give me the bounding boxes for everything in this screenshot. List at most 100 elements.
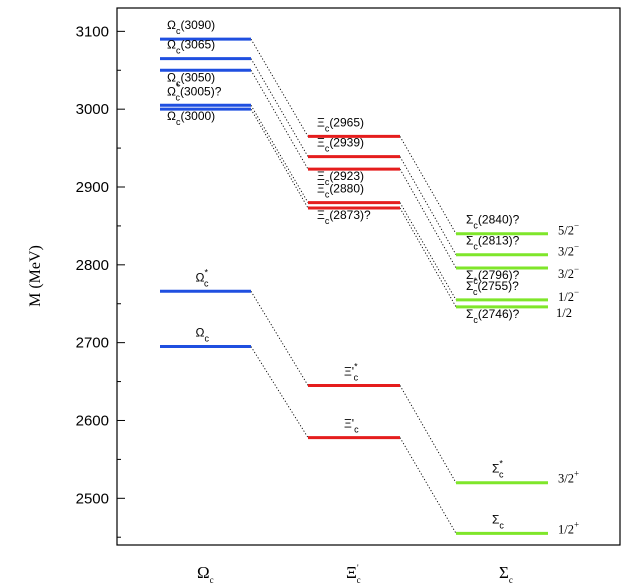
label-base: Σ bbox=[492, 462, 499, 476]
jp-label-sg2840: 5/2− bbox=[558, 221, 579, 238]
label-superscript: * bbox=[354, 361, 358, 371]
level-label-omc: Ωc bbox=[196, 326, 210, 344]
label-subscript: c bbox=[499, 520, 504, 530]
connection-line bbox=[399, 207, 457, 308]
label-suffix: (2796)? bbox=[478, 268, 520, 282]
jp-labels: 5/2−3/2−3/2−1/2−1/23/2+1/2+ bbox=[556, 221, 579, 537]
group-subscript: c bbox=[357, 575, 361, 585]
connection-line bbox=[250, 346, 309, 438]
level-label-xi2965: Ξc(2965) bbox=[317, 115, 364, 133]
label-subscript: c bbox=[473, 242, 478, 252]
label-base: Σ bbox=[466, 307, 473, 321]
label-base: Ξ bbox=[317, 136, 325, 150]
level-label-sgstar: Σ* c bbox=[492, 459, 504, 480]
y-tick-label: 3100 bbox=[76, 23, 109, 40]
jp-value: 1/2 bbox=[556, 306, 572, 320]
jp-label-sg2813: 3/2− bbox=[558, 242, 579, 259]
label-base: Σ bbox=[466, 279, 473, 293]
jp-value: 1/2 bbox=[558, 522, 574, 536]
label-suffix: (3005)? bbox=[180, 84, 222, 98]
label-base: Ξ bbox=[317, 115, 325, 129]
label-base: Σ bbox=[492, 512, 499, 526]
label-base: Ξ bbox=[317, 169, 325, 183]
label-subscript: c bbox=[176, 92, 181, 102]
level-label-xi2873: Ξc(2873)? bbox=[317, 208, 371, 226]
jp-parity: + bbox=[574, 469, 579, 479]
connection-line bbox=[250, 105, 309, 203]
label-suffix: (2965) bbox=[329, 115, 364, 129]
label-suffix: (3090) bbox=[180, 18, 215, 32]
label-subscript: c bbox=[473, 276, 478, 286]
label-subscript: c bbox=[354, 372, 359, 382]
jp-value: 5/2 bbox=[558, 224, 574, 238]
label-base: Ω bbox=[167, 18, 176, 32]
jp-value: 3/2 bbox=[558, 472, 574, 486]
connection-line bbox=[250, 108, 309, 209]
label-base: Ξ' bbox=[344, 364, 354, 378]
jp-value: 3/2 bbox=[558, 245, 574, 259]
label-suffix: (2755)? bbox=[477, 279, 519, 293]
level-label-sg2796: Σc(2796)? bbox=[466, 268, 520, 286]
level-label-xi2880: Ξc(2880) bbox=[317, 182, 364, 200]
y-tick-label: 3000 bbox=[76, 101, 109, 118]
level-label-xi2923: Ξc(2923) bbox=[317, 169, 364, 187]
connection-line bbox=[250, 58, 309, 157]
level-label-om3050: Ωc(3050) bbox=[167, 70, 215, 88]
jp-parity: − bbox=[574, 287, 579, 297]
level-label-sg2755: Σ* c(2755)? bbox=[466, 276, 519, 297]
level-label-om3005: Ω* c(3005)? bbox=[167, 81, 222, 102]
label-subscript: c bbox=[325, 123, 330, 133]
connection-line bbox=[399, 136, 457, 234]
group-subscript: c bbox=[509, 575, 513, 585]
label-subscript: c bbox=[325, 190, 330, 200]
jp-parity: − bbox=[574, 264, 579, 274]
level-label-xi2939: Ξc(2939) bbox=[317, 136, 364, 154]
connection-line bbox=[399, 168, 457, 269]
label-subscript: c bbox=[204, 334, 209, 344]
label-subscript: c bbox=[499, 470, 504, 480]
label-base: Ξ' bbox=[344, 417, 354, 431]
group-superscript: ' bbox=[357, 563, 359, 573]
y-tick-label: 2900 bbox=[76, 179, 109, 196]
connection-line bbox=[250, 38, 309, 137]
group-labels: Ωc Ξ' c Σc bbox=[197, 563, 513, 585]
jp-label-sg2796: 3/2− bbox=[558, 264, 579, 281]
connection-line bbox=[399, 385, 457, 483]
label-suffix: (3065) bbox=[180, 38, 215, 52]
level-label-sg2840: Σc(2840)? bbox=[466, 213, 520, 231]
label-suffix: (2939) bbox=[329, 136, 364, 150]
energy-levels bbox=[160, 37, 548, 535]
label-base: Σ bbox=[466, 234, 473, 248]
label-base: Ω bbox=[167, 84, 176, 98]
label-suffix: (3000) bbox=[180, 109, 215, 123]
level-labels: Ωc(3090)Ωc(3065)Ωc(3050)Ω* c(3005)?Ωc(300… bbox=[167, 18, 520, 530]
y-tick-label: 2800 bbox=[76, 257, 109, 274]
label-base: Ω bbox=[167, 70, 176, 84]
label-subscript: c bbox=[325, 144, 330, 154]
label-base: Σ bbox=[466, 268, 473, 282]
connection-line bbox=[399, 156, 457, 255]
label-suffix: (3050) bbox=[180, 70, 215, 84]
group-label-sigma: Σc bbox=[499, 563, 513, 585]
level-label-om3090: Ωc(3090) bbox=[167, 18, 215, 36]
connection-line bbox=[399, 202, 457, 301]
label-suffix: (2840)? bbox=[478, 213, 520, 227]
label-subscript: c bbox=[473, 315, 478, 325]
jp-value: 3/2 bbox=[558, 267, 574, 281]
jp-label-sgstar: 3/2+ bbox=[558, 469, 579, 486]
plot-frame bbox=[116, 7, 621, 546]
label-suffix: (2880) bbox=[329, 182, 364, 196]
label-base: Ω bbox=[167, 109, 176, 123]
level-label-xiprime: Ξ'c bbox=[344, 417, 359, 435]
group-base: Ξ bbox=[346, 563, 357, 582]
label-subscript: c bbox=[354, 425, 359, 435]
label-suffix: (2813)? bbox=[478, 234, 520, 248]
jp-parity: + bbox=[574, 519, 579, 529]
label-base: Ξ bbox=[317, 182, 325, 196]
level-label-sg2813: Σc(2813)? bbox=[466, 234, 520, 252]
y-axis-title: M (MeV) bbox=[27, 245, 44, 307]
jp-parity: − bbox=[574, 221, 579, 231]
label-subscript: c bbox=[176, 117, 181, 127]
level-label-om3065: Ωc(3065) bbox=[167, 38, 215, 56]
jp-label-sg2746: 1/2 bbox=[556, 306, 572, 320]
